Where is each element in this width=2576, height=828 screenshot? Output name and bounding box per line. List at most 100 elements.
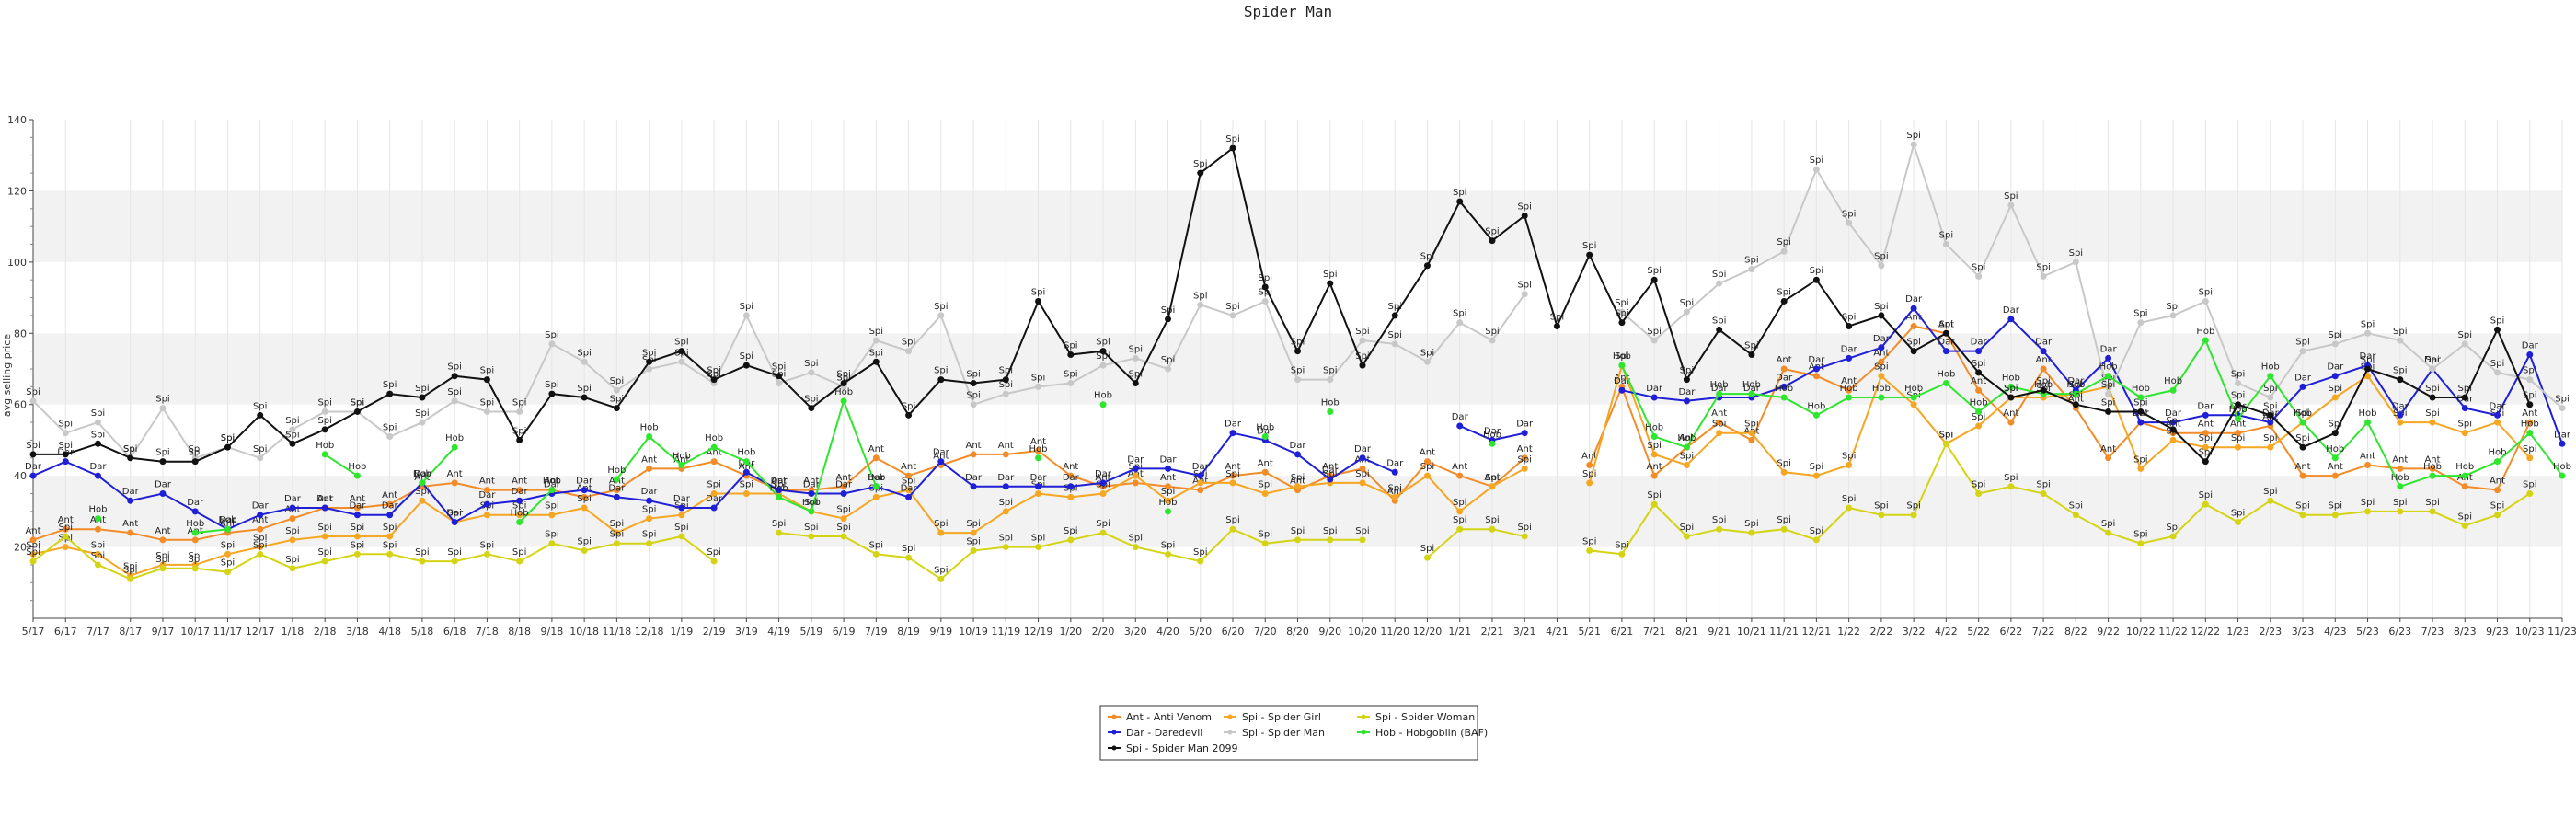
data-point-label: Spi bbox=[188, 555, 201, 565]
data-point bbox=[1229, 472, 1236, 479]
x-tick-label: 8/19 bbox=[897, 626, 920, 638]
x-tick-label: 6/22 bbox=[2000, 626, 2023, 638]
data-point-label: Spi bbox=[2166, 416, 2179, 426]
data-point-label: Dar bbox=[1678, 387, 1696, 397]
data-point-label: Spi bbox=[610, 395, 624, 405]
data-point-label: Spi bbox=[2069, 391, 2083, 401]
data-point bbox=[1812, 166, 1820, 173]
data-point bbox=[191, 529, 199, 536]
data-point bbox=[776, 493, 783, 500]
data-point bbox=[94, 419, 101, 426]
data-point-label: Spi bbox=[2199, 433, 2213, 443]
data-point-label: Dar bbox=[1905, 294, 1923, 305]
data-point bbox=[1035, 483, 1042, 490]
data-point bbox=[937, 376, 945, 384]
data-point bbox=[970, 451, 977, 458]
data-point-label: Spi bbox=[2329, 420, 2342, 430]
data-point bbox=[1327, 536, 1334, 544]
data-point bbox=[646, 515, 653, 523]
data-point-label: Ant bbox=[1420, 448, 1435, 458]
data-point bbox=[1035, 383, 1042, 390]
series-5: Hob Hob Hob Hob Hob Hob Hob Hob Hob Hob Hob Hob Hob H… bbox=[88, 327, 2571, 536]
data-point bbox=[1650, 500, 1658, 508]
data-point-label: Spi bbox=[59, 441, 73, 451]
data-point-label: Spi bbox=[2425, 355, 2439, 365]
data-point bbox=[2007, 419, 2015, 426]
data-point bbox=[2494, 458, 2501, 466]
data-point bbox=[1521, 465, 1528, 472]
data-point-label: Spi bbox=[707, 366, 720, 376]
data-point-label: Dar bbox=[316, 494, 334, 504]
data-point-label: Spi bbox=[480, 397, 494, 408]
data-point-label: Spi bbox=[188, 551, 201, 561]
data-point bbox=[2235, 415, 2242, 422]
data-point-label: Spi bbox=[2004, 191, 2018, 201]
data-point-label: Spi bbox=[221, 540, 235, 550]
data-point bbox=[678, 533, 685, 540]
data-point-label: Dar bbox=[2197, 401, 2214, 411]
data-point bbox=[2040, 272, 2047, 280]
data-point-label: Spi bbox=[707, 480, 720, 490]
data-point bbox=[613, 493, 620, 500]
legend-swatch-marker bbox=[1111, 714, 1117, 719]
data-point bbox=[1359, 465, 1366, 472]
data-point bbox=[2202, 411, 2209, 419]
data-point bbox=[2494, 411, 2501, 419]
data-point bbox=[548, 487, 556, 494]
data-point bbox=[353, 504, 361, 512]
data-point bbox=[1197, 169, 1204, 177]
data-point-label: Spi bbox=[1712, 270, 1726, 280]
data-point bbox=[2267, 394, 2274, 401]
data-point-label: Dar bbox=[2067, 376, 2085, 386]
data-point-label: Ant bbox=[1484, 473, 1500, 483]
data-point-label: Dar bbox=[122, 487, 140, 497]
data-point bbox=[1975, 369, 1983, 376]
data-point-label: Ant bbox=[1777, 355, 1792, 365]
data-point bbox=[1716, 419, 1723, 426]
data-point bbox=[451, 443, 458, 451]
series-line bbox=[1588, 325, 2531, 491]
data-point bbox=[2526, 454, 2534, 462]
data-point-label: Spi bbox=[383, 423, 397, 433]
data-point bbox=[1748, 351, 1755, 359]
data-point bbox=[2331, 340, 2339, 348]
data-point-label: Ant bbox=[317, 494, 333, 504]
x-tick-label: 6/23 bbox=[2388, 626, 2411, 638]
series-line bbox=[421, 446, 455, 484]
data-point-label: Spi bbox=[480, 366, 494, 376]
data-point-label: Spi bbox=[902, 401, 915, 411]
data-point-label: Hob bbox=[1710, 380, 1729, 390]
x-tick-label: 11/18 bbox=[603, 626, 632, 638]
data-point bbox=[224, 525, 231, 533]
data-point bbox=[872, 358, 880, 365]
data-point-label: Spi bbox=[447, 362, 461, 373]
data-point bbox=[678, 348, 685, 355]
data-point bbox=[1197, 487, 1204, 494]
data-point bbox=[1780, 525, 1788, 533]
data-point bbox=[2040, 365, 2047, 373]
data-point-label: Spi bbox=[1842, 452, 1856, 462]
data-point-label: Ant bbox=[771, 477, 787, 487]
data-point-label: Spi bbox=[2133, 309, 2147, 319]
data-point bbox=[1780, 394, 1788, 401]
data-point bbox=[159, 490, 167, 497]
data-point-label: Spi bbox=[2555, 395, 2569, 405]
data-point-label: Spi bbox=[59, 420, 73, 430]
data-point bbox=[257, 454, 264, 462]
data-point bbox=[1261, 283, 1269, 291]
data-point-label: Dar bbox=[1808, 355, 1825, 365]
data-point-label: Dar bbox=[1063, 473, 1080, 483]
data-point bbox=[1099, 479, 1107, 487]
data-point bbox=[289, 426, 296, 433]
data-point bbox=[2202, 500, 2209, 508]
data-point-label: Hob bbox=[1807, 401, 1825, 411]
data-point-label: Spi bbox=[1810, 526, 1823, 536]
data-point-label: Dar bbox=[965, 473, 983, 483]
data-point-label: Spi bbox=[1680, 298, 1694, 308]
data-point bbox=[1942, 440, 1949, 447]
data-point-label: Spi bbox=[2523, 366, 2536, 376]
data-point-label: Ant bbox=[1225, 462, 1240, 472]
data-point-label: Dar bbox=[252, 501, 270, 512]
data-point-label: Ant bbox=[998, 441, 1014, 451]
